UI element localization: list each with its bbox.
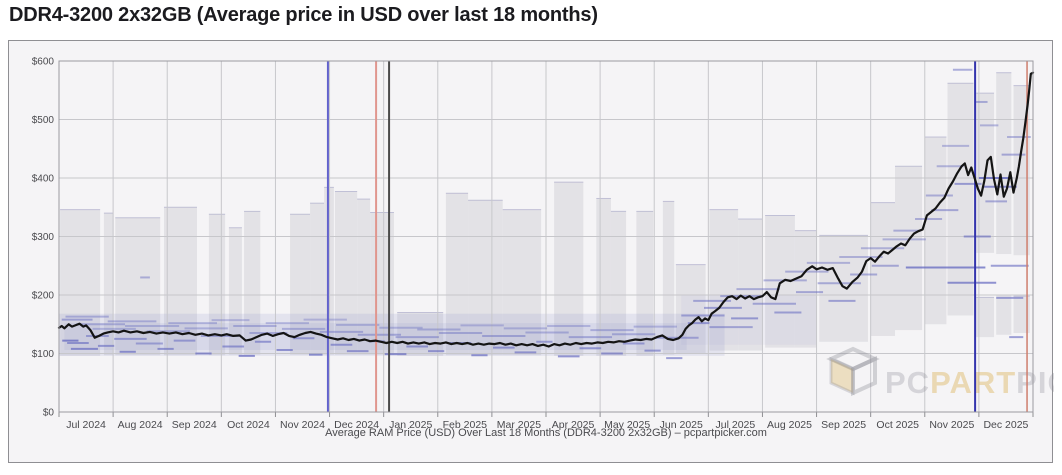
price-range-band — [60, 209, 101, 356]
price-range-band — [675, 264, 706, 354]
plot-frame — [58, 60, 1034, 413]
price-range-band — [996, 72, 1012, 255]
price-range-band — [924, 137, 947, 325]
x-tick-label: Jul 2025 — [716, 419, 756, 431]
cube-top-face — [826, 346, 880, 372]
pcpartpicker-watermark: PCPARTPICKER — [826, 346, 1054, 400]
x-tick-label: Jun 2025 — [660, 419, 703, 431]
y-tick-label: $200 — [32, 291, 55, 302]
x-tick-label: Dec 2024 — [334, 419, 379, 431]
chart-caption: Average RAM Price (USD) Over Last 18 Mon… — [325, 427, 767, 439]
price-range-band — [636, 211, 654, 356]
average-price-polyline — [57, 71, 1035, 348]
price-range-band — [244, 211, 261, 355]
x-tick-label: May 2025 — [604, 419, 650, 431]
chart-canvas: PCPARTPICKER $0$100$200$300$400$500$600 … — [32, 57, 1054, 432]
y-axis-labels: $0 $100 $200 $300 $400 $500 $600 — [32, 57, 55, 419]
price-range-band — [290, 214, 311, 355]
price-range-band — [996, 295, 1012, 335]
x-tick-label: Jul 2024 — [66, 419, 106, 431]
price-range-band — [976, 297, 995, 338]
price-range-band — [1013, 296, 1030, 334]
x-tick-label: Jan 2025 — [389, 419, 432, 431]
chart-panel: PCPARTPICKER $0$100$200$300$400$500$600 … — [8, 40, 1054, 463]
y-tick-label: $600 — [32, 57, 55, 68]
x-tick-label: Dec 2025 — [983, 419, 1028, 431]
price-range-bands — [59, 72, 1030, 356]
average-price-line — [57, 71, 1035, 348]
price-range-band — [947, 83, 974, 316]
x-tick-label: Sep 2025 — [821, 419, 866, 431]
y-tick-label: $0 — [43, 408, 55, 419]
price-range-band — [397, 312, 444, 356]
price-range-band — [895, 166, 923, 331]
price-range-band — [324, 187, 334, 355]
x-tick-label: Aug 2024 — [118, 419, 163, 431]
cube-right-face — [851, 355, 877, 397]
y-tick-label: $100 — [32, 349, 55, 360]
price-range-band — [163, 207, 197, 356]
price-range-band — [228, 227, 242, 355]
event-markers — [326, 61, 1028, 412]
x-tick-label: Nov 2024 — [280, 419, 325, 431]
price-range-band — [357, 199, 371, 355]
page-title: DDR4-3200 2x32GB (Average price in USD o… — [9, 4, 598, 26]
x-tick-label: Oct 2024 — [227, 419, 270, 431]
x-tick-label: Mar 2025 — [497, 419, 542, 431]
x-tick-label: Feb 2025 — [443, 419, 488, 431]
watermark-cube-icon — [826, 346, 880, 397]
price-range-band — [819, 235, 868, 342]
x-tick-label: Nov 2025 — [929, 419, 974, 431]
y-tick-label: $300 — [32, 232, 55, 243]
price-range-band — [610, 211, 627, 356]
price-range-band — [334, 191, 358, 355]
cube-left-face — [829, 356, 855, 396]
watermark-text: PCPARTPICKER — [885, 365, 1054, 400]
price-range-band — [445, 193, 469, 356]
x-tick-label: Aug 2025 — [767, 419, 812, 431]
price-range-band — [662, 201, 675, 355]
y-tick-label: $400 — [32, 174, 55, 185]
y-tick-label: $500 — [32, 115, 55, 126]
x-tick-label: Oct 2025 — [876, 419, 919, 431]
price-range-band — [554, 182, 584, 356]
x-tick-label: Apr 2025 — [552, 419, 595, 431]
price-range-band — [103, 213, 114, 356]
price-range-band — [870, 202, 896, 336]
price-range-band — [738, 218, 763, 351]
price-range-band — [794, 230, 817, 348]
price-range-band — [310, 203, 325, 355]
x-tick-label: Sep 2024 — [172, 419, 217, 431]
x-axis-labels: Jul 2024 Aug 2024 Sep 2024 Oct 2024 Nov 2024… — [66, 419, 1028, 431]
price-range-band — [468, 200, 503, 356]
plot-border — [58, 60, 1034, 413]
price-range-band — [502, 209, 542, 356]
